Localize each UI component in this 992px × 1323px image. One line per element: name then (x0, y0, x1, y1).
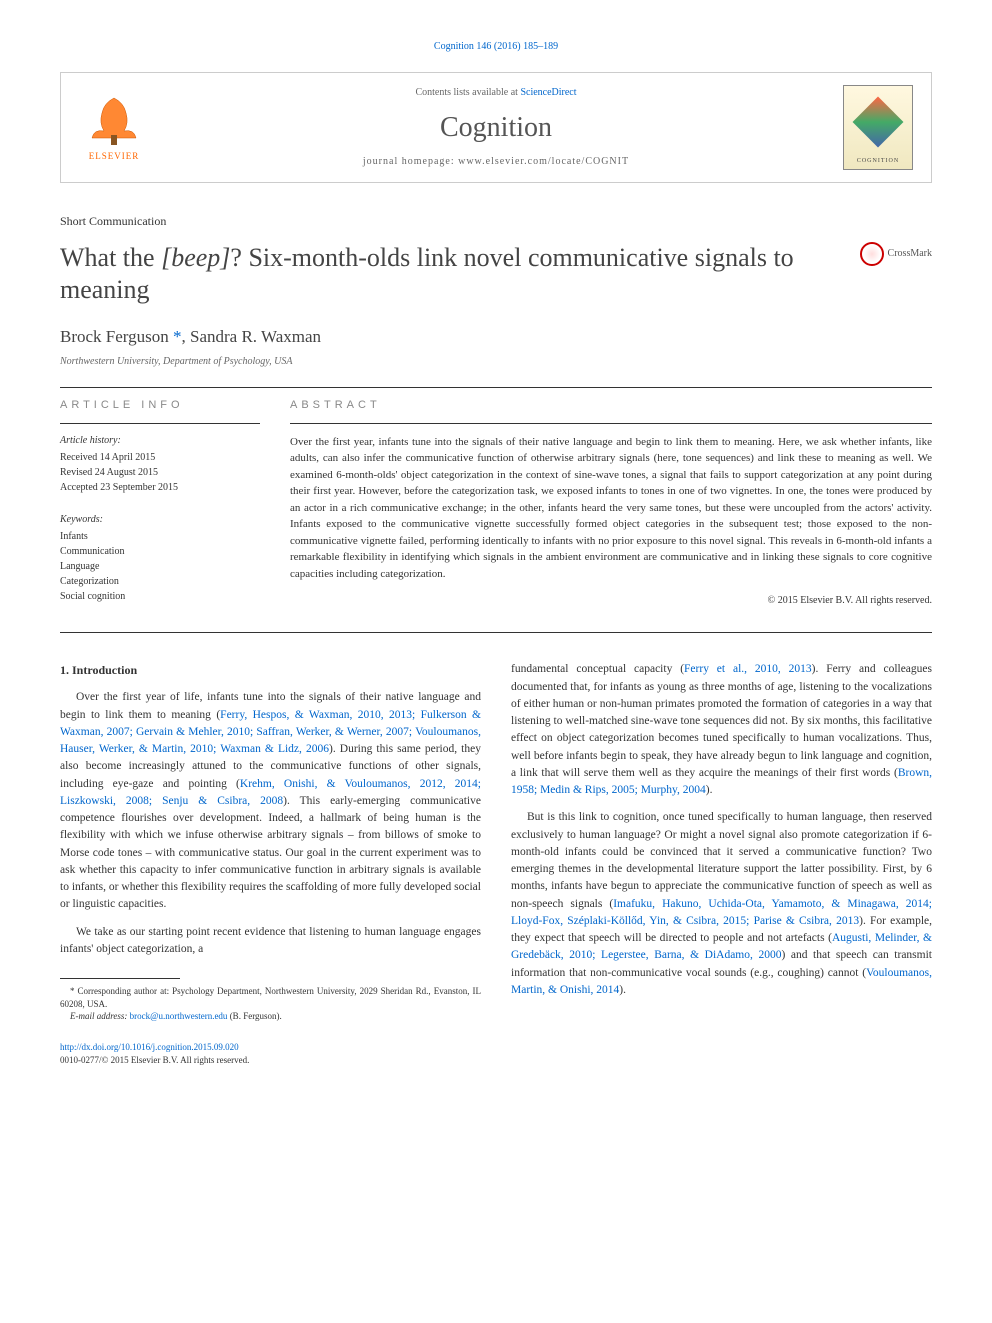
article-info-heading: article info (60, 398, 260, 413)
contents-available-line: Contents lists available at ScienceDirec… (149, 86, 843, 100)
corresponding-marker[interactable]: * (173, 327, 182, 346)
body-paragraph: But is this link to cognition, once tune… (511, 809, 932, 999)
body-columns: 1. Introduction Over the first year of l… (60, 661, 932, 1023)
journal-center-block: Contents lists available at ScienceDirec… (149, 86, 843, 169)
homepage-line: journal homepage: www.elsevier.com/locat… (149, 155, 843, 169)
abstract-heading: abstract (290, 398, 932, 413)
journal-header-band: ELSEVIER Contents lists available at Sci… (60, 72, 932, 183)
journal-cover-thumbnail[interactable]: COGNITION (843, 85, 913, 170)
body-text: ). (619, 984, 626, 996)
body-paragraph: We take as our starting point recent evi… (60, 924, 481, 959)
title-italic: [beep] (161, 243, 230, 272)
abstract-copyright: © 2015 Elsevier B.V. All rights reserved… (290, 594, 932, 608)
issn-copyright-line: 0010-0277/© 2015 Elsevier B.V. All right… (60, 1055, 249, 1065)
email-post: (B. Ferguson). (227, 1011, 281, 1021)
homepage-prefix: journal homepage: (363, 156, 458, 167)
email-footnote: E-mail address: brock@u.northwestern.edu… (60, 1010, 481, 1023)
corresponding-footnote: * Corresponding author at: Psychology De… (60, 985, 481, 1010)
citation-line: Cognition 146 (2016) 185–189 (60, 40, 932, 54)
crossmark-label: CrossMark (888, 247, 932, 261)
elsevier-tree-icon (84, 93, 144, 148)
body-text: ). Ferry and colleagues documented that,… (511, 663, 932, 779)
history-accepted: Accepted 23 September 2015 (60, 480, 260, 495)
crossmark-badge[interactable]: CrossMark (860, 242, 932, 266)
author-2: , Sandra R. Waxman (182, 327, 322, 346)
cover-label: COGNITION (857, 157, 899, 165)
email-label: E-mail address: (70, 1011, 130, 1021)
history-received: Received 14 April 2015 (60, 450, 260, 465)
keyword-item: Social cognition (60, 589, 260, 604)
author-1: Brock Ferguson (60, 327, 169, 346)
top-rule (60, 387, 932, 388)
affiliation: Northwestern University, Department of P… (60, 355, 932, 369)
body-paragraph: Over the first year of life, infants tun… (60, 689, 481, 913)
body-text: ). (706, 784, 713, 796)
citation-link[interactable]: Ferry et al., 2010, 2013 (684, 663, 812, 675)
title-row: What the [beep]? Six-month-olds link nov… (60, 242, 932, 325)
email-link[interactable]: brock@u.northwestern.edu (130, 1011, 228, 1021)
keyword-item: Communication (60, 544, 260, 559)
elsevier-logo[interactable]: ELSEVIER (79, 88, 149, 168)
footer-block: http://dx.doi.org/10.1016/j.cognition.20… (60, 1041, 932, 1066)
abstract-column: abstract Over the first year, infants tu… (290, 398, 932, 609)
article-type: Short Communication (60, 213, 932, 230)
history-label: Article history: (60, 434, 260, 448)
keywords-label: Keywords: (60, 513, 260, 527)
section-heading-intro: 1. Introduction (60, 661, 481, 679)
homepage-url[interactable]: www.elsevier.com/locate/COGNIT (458, 156, 629, 167)
keyword-item: Categorization (60, 574, 260, 589)
info-abstract-row: article info Article history: Received 1… (60, 398, 932, 609)
elsevier-label: ELSEVIER (89, 150, 140, 163)
article-info-column: article info Article history: Received 1… (60, 398, 260, 609)
doi-link[interactable]: http://dx.doi.org/10.1016/j.cognition.20… (60, 1042, 239, 1052)
body-text: But is this link to cognition, once tune… (511, 811, 932, 909)
keyword-item: Language (60, 559, 260, 574)
crossmark-icon (860, 242, 884, 266)
sciencedirect-link[interactable]: ScienceDirect (520, 87, 576, 98)
authors-line: Brock Ferguson *, Sandra R. Waxman (60, 325, 932, 349)
contents-prefix: Contents lists available at (415, 87, 520, 98)
history-revised: Revised 24 August 2015 (60, 465, 260, 480)
title-pre: What the (60, 243, 161, 272)
journal-name: Cognition (149, 108, 843, 147)
body-text: We take as our starting point recent evi… (60, 926, 481, 955)
mid-rule (60, 632, 932, 633)
body-text: fundamental conceptual capacity ( (511, 663, 684, 675)
abstract-rule (290, 423, 932, 424)
body-column-right: fundamental conceptual capacity (Ferry e… (511, 661, 932, 1023)
body-paragraph: fundamental conceptual capacity (Ferry e… (511, 661, 932, 799)
cover-diamond-icon (853, 97, 904, 148)
article-title: What the [beep]? Six-month-olds link nov… (60, 242, 842, 307)
body-text: ). This early-emerging communicative com… (60, 795, 481, 911)
abstract-text: Over the first year, infants tune into t… (290, 434, 932, 583)
body-column-left: 1. Introduction Over the first year of l… (60, 661, 481, 1023)
keyword-item: Infants (60, 529, 260, 544)
footnote-rule (60, 978, 180, 979)
info-rule-1 (60, 423, 260, 424)
